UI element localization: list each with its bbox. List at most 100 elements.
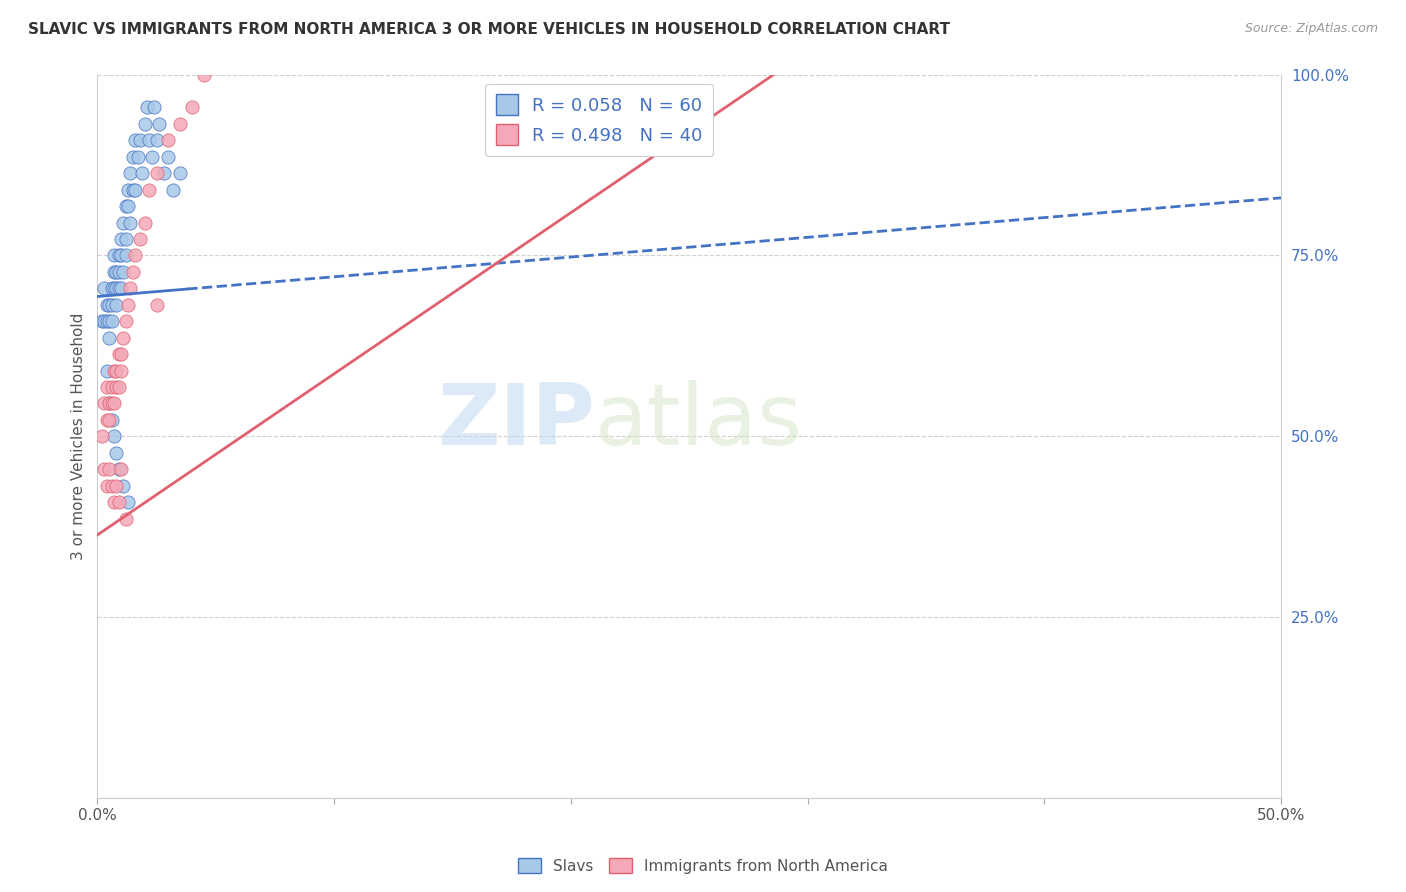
Point <box>131 166 153 180</box>
Point <box>110 363 132 377</box>
Point <box>129 232 152 246</box>
Point <box>96 363 118 377</box>
Point <box>143 100 166 114</box>
Point <box>120 166 142 180</box>
Point <box>169 117 191 131</box>
Point <box>96 314 118 328</box>
Legend: Slavs, Immigrants from North America: Slavs, Immigrants from North America <box>512 852 894 880</box>
Point <box>103 396 125 410</box>
Point <box>98 396 121 410</box>
Point <box>117 183 139 197</box>
Point <box>169 166 191 180</box>
Point <box>117 298 139 312</box>
Point <box>114 314 136 328</box>
Point <box>134 215 156 229</box>
Point <box>138 183 160 197</box>
Point <box>112 478 135 492</box>
Point <box>107 462 129 476</box>
Y-axis label: 3 or more Vehicles in Household: 3 or more Vehicles in Household <box>72 312 86 560</box>
Point <box>121 265 143 279</box>
Point <box>107 347 129 361</box>
Point <box>136 100 159 114</box>
Point <box>105 281 128 295</box>
Text: Source: ZipAtlas.com: Source: ZipAtlas.com <box>1244 22 1378 36</box>
Point <box>145 133 167 147</box>
Point <box>193 68 215 82</box>
Point <box>138 133 160 147</box>
Point <box>96 298 118 312</box>
Point <box>121 150 143 164</box>
Point <box>100 281 122 295</box>
Point <box>100 413 122 427</box>
Point <box>145 298 167 312</box>
Point <box>152 166 174 180</box>
Point <box>124 133 146 147</box>
Point <box>100 478 122 492</box>
Point <box>100 314 122 328</box>
Point <box>120 215 142 229</box>
Point <box>98 298 121 312</box>
Point <box>157 133 180 147</box>
Point <box>96 413 118 427</box>
Point <box>98 331 121 345</box>
Point <box>110 248 132 262</box>
Point <box>93 314 115 328</box>
Text: SLAVIC VS IMMIGRANTS FROM NORTH AMERICA 3 OR MORE VEHICLES IN HOUSEHOLD CORRELAT: SLAVIC VS IMMIGRANTS FROM NORTH AMERICA … <box>28 22 950 37</box>
Point <box>114 232 136 246</box>
Point <box>107 248 129 262</box>
Point <box>103 363 125 377</box>
Point <box>107 380 129 394</box>
Point <box>96 478 118 492</box>
Point <box>121 183 143 197</box>
Point <box>105 298 128 312</box>
Point <box>127 150 149 164</box>
Point <box>117 495 139 509</box>
Point <box>129 133 152 147</box>
Point <box>98 314 121 328</box>
Point <box>103 265 125 279</box>
Point <box>107 265 129 279</box>
Point <box>105 478 128 492</box>
Point <box>107 281 129 295</box>
Point <box>100 396 122 410</box>
Point <box>96 380 118 394</box>
Point <box>117 199 139 213</box>
Point <box>93 396 115 410</box>
Point <box>162 183 184 197</box>
Point <box>181 100 204 114</box>
Point <box>100 380 122 394</box>
Point <box>110 462 132 476</box>
Point <box>114 248 136 262</box>
Point <box>105 265 128 279</box>
Point <box>114 511 136 525</box>
Point <box>100 298 122 312</box>
Point <box>112 215 135 229</box>
Point <box>93 281 115 295</box>
Point <box>93 462 115 476</box>
Point <box>148 117 170 131</box>
Point <box>105 380 128 394</box>
Point <box>112 331 135 345</box>
Point <box>103 281 125 295</box>
Point <box>110 232 132 246</box>
Legend: R = 0.058   N = 60, R = 0.498   N = 40: R = 0.058 N = 60, R = 0.498 N = 40 <box>485 84 713 156</box>
Point <box>98 413 121 427</box>
Point <box>110 347 132 361</box>
Point <box>107 495 129 509</box>
Point <box>105 363 128 377</box>
Point <box>114 199 136 213</box>
Text: ZIP: ZIP <box>437 380 595 463</box>
Point <box>91 429 114 443</box>
Point <box>134 117 156 131</box>
Point <box>98 462 121 476</box>
Point <box>110 281 132 295</box>
Point <box>98 396 121 410</box>
Text: atlas: atlas <box>595 380 803 463</box>
Point <box>124 183 146 197</box>
Point <box>120 281 142 295</box>
Point <box>112 265 135 279</box>
Point <box>157 150 180 164</box>
Point <box>105 446 128 460</box>
Point <box>145 166 167 180</box>
Point <box>103 429 125 443</box>
